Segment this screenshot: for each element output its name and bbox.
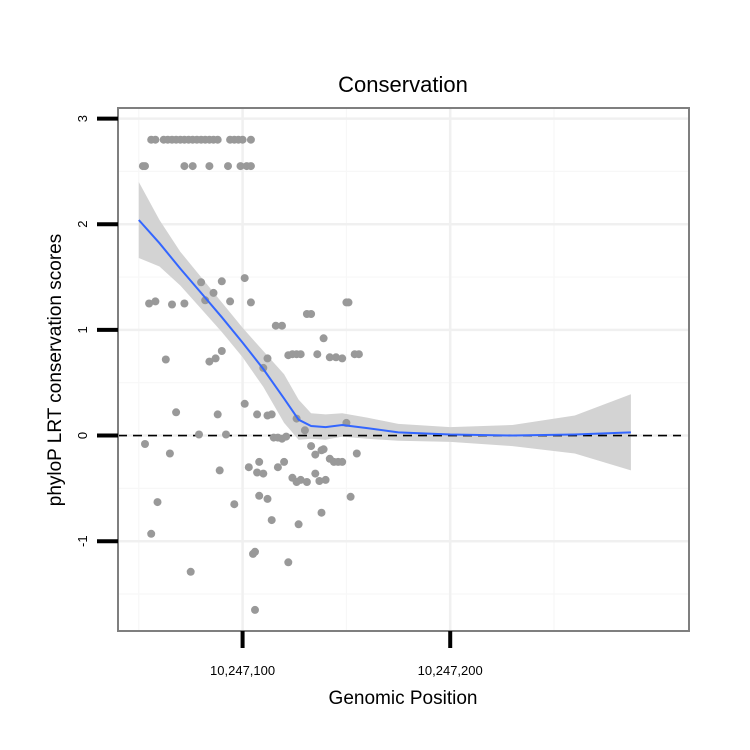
data-point <box>224 162 232 171</box>
data-point <box>278 321 286 330</box>
data-point <box>246 298 255 307</box>
data-point <box>344 298 353 307</box>
data-point <box>307 442 316 451</box>
chart-title: Conservation <box>338 72 468 97</box>
x-tick-label: 10,247,100 <box>210 663 275 678</box>
data-points <box>138 135 363 614</box>
data-point <box>211 354 220 363</box>
data-point <box>168 300 176 309</box>
data-point <box>172 408 181 417</box>
data-point <box>205 162 214 171</box>
data-point <box>263 494 272 503</box>
data-point <box>244 463 253 472</box>
data-point <box>153 498 162 507</box>
data-point <box>213 410 222 419</box>
data-point <box>282 432 291 441</box>
data-point <box>259 469 268 478</box>
data-point <box>201 296 210 305</box>
smooth-fit-line <box>138 219 631 437</box>
data-point <box>205 357 214 366</box>
data-point <box>338 457 347 466</box>
data-point <box>311 469 320 478</box>
data-point <box>251 547 259 556</box>
data-point <box>213 135 222 144</box>
data-point <box>317 508 326 517</box>
data-point <box>332 353 340 362</box>
data-point <box>209 288 218 297</box>
data-point <box>325 353 334 362</box>
data-point <box>246 135 255 144</box>
data-point <box>284 558 293 567</box>
data-point <box>352 449 361 458</box>
data-point <box>215 466 224 475</box>
data-point <box>315 477 324 485</box>
data-point <box>307 310 316 318</box>
data-point <box>296 350 305 359</box>
data-point <box>151 135 160 144</box>
x-axis-ticks: 10,247,100 10,247,200 <box>210 631 483 678</box>
data-point <box>267 410 276 419</box>
data-point <box>321 475 330 484</box>
data-point <box>346 492 355 501</box>
data-point <box>197 278 206 287</box>
data-point <box>273 463 282 472</box>
y-tick-label: 0 <box>75 432 90 439</box>
data-point <box>195 430 203 439</box>
data-point <box>145 299 154 308</box>
data-point <box>263 354 272 363</box>
data-point <box>165 449 174 458</box>
data-point <box>161 355 170 364</box>
data-point <box>236 162 245 171</box>
data-point <box>267 516 276 525</box>
data-point <box>313 350 322 359</box>
data-point <box>147 529 156 538</box>
x-axis-title: Genomic Position <box>329 688 478 709</box>
data-point <box>338 354 347 363</box>
data-point <box>354 350 363 359</box>
data-point <box>253 410 262 419</box>
data-point <box>255 457 264 466</box>
y-tick-label: 1 <box>75 326 90 333</box>
data-point <box>253 468 262 477</box>
data-point <box>226 297 235 306</box>
x-tick-label: 10,247,200 <box>418 663 483 678</box>
confidence-ribbon-group <box>138 182 631 471</box>
data-point <box>230 500 239 509</box>
data-point <box>217 277 226 286</box>
smooth-line-group <box>138 219 631 437</box>
y-tick-label: -1 <box>75 535 90 547</box>
data-point <box>280 457 289 466</box>
data-point <box>251 605 259 614</box>
y-tick-label: 3 <box>75 115 90 122</box>
data-point <box>238 135 247 144</box>
y-axis-ticks: -1 0 1 2 3 <box>75 115 118 547</box>
y-tick-label: 2 <box>75 221 90 228</box>
data-point <box>311 450 320 459</box>
data-point <box>180 162 189 171</box>
confidence-ribbon <box>138 182 631 471</box>
data-point <box>246 162 255 171</box>
data-point <box>319 334 328 343</box>
gridlines <box>118 108 689 631</box>
data-point <box>255 491 264 500</box>
data-point <box>302 478 311 486</box>
data-point <box>151 297 160 306</box>
data-point <box>141 440 149 448</box>
data-point <box>240 274 249 283</box>
data-point <box>271 321 280 330</box>
data-point <box>180 299 189 308</box>
data-point <box>319 445 328 454</box>
data-point <box>294 520 303 529</box>
data-point <box>188 162 197 171</box>
data-point <box>222 430 230 439</box>
data-point <box>186 567 195 576</box>
data-point <box>217 347 226 355</box>
data-point <box>240 399 249 408</box>
data-point <box>300 426 309 435</box>
plot-panel-border <box>117 107 690 632</box>
y-axis-title: phyloP LRT conservation scores <box>45 234 66 507</box>
data-point <box>296 475 305 484</box>
data-point <box>141 162 149 171</box>
